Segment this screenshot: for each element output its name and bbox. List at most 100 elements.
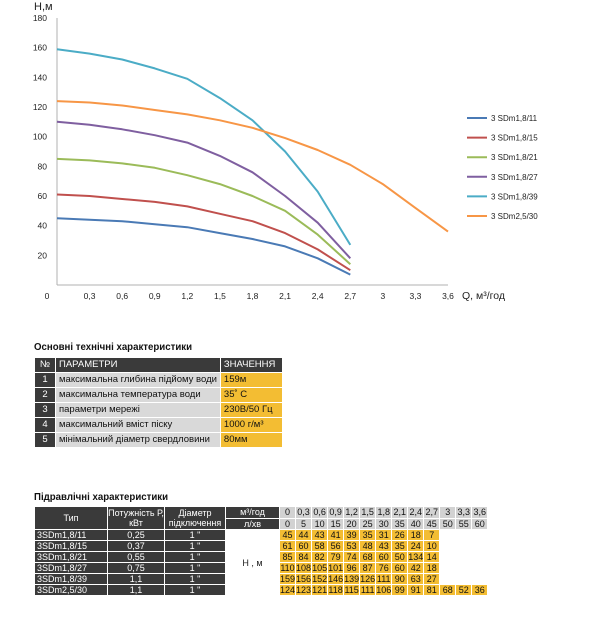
hyd-head-value: 74 (344, 552, 360, 562)
specs-row-param: максимальна глибина підйому води (56, 373, 220, 387)
hyd-row-type: 3SDm2,5/30 (35, 585, 107, 595)
hyd-row-type: 3SDm1,8/15 (35, 541, 107, 551)
hyd-head-value: 58 (312, 541, 328, 551)
hyd-data-row: 3SDm1,8/15 0,37 1 " 61 60 58 56 53 48 43 35 24 10 (35, 541, 488, 551)
hyd-head-value: 91 (408, 585, 424, 595)
hyd-head-value: 134 (408, 552, 424, 562)
hyd-head-value: 14 (424, 552, 440, 562)
hyd-l-value: 60 (472, 518, 488, 529)
hyd-head-value: 123 (296, 585, 312, 595)
series-line-3 (56, 120, 352, 259)
hyd-head-value: 82 (312, 552, 328, 562)
hyd-l-value: 10 (312, 518, 328, 529)
hyd-head-value: 56 (328, 541, 344, 551)
hyd-head-value: 52 (456, 585, 472, 595)
specs-table: № ПАРАМЕТРИ ЗНАЧЕННЯ 1 максимальна глибин… (34, 357, 283, 448)
hyd-head-value: 60 (376, 552, 392, 562)
hyd-row-power: 0,37 (108, 541, 164, 551)
hyd-data-row: 3SDm1,8/39 1,1 1 " 159 156 152 146 139 126 111 90 6… (35, 574, 488, 584)
specs-row-num: 3 (35, 403, 55, 417)
hyd-q-value: 3,3 (456, 507, 472, 518)
hyd-data-row: 3SDm1,8/27 0,75 1 " 110 108 105 101 96 87 76 60 42 1… (35, 563, 488, 573)
hyd-q-value: 1,2 (344, 507, 360, 518)
hyd-head-value: 152 (312, 574, 328, 584)
hyd-row-diameter: 1 " (165, 574, 225, 584)
hyd-q-value: 0 (280, 507, 296, 518)
specs-row-param: максимальна температура води (56, 388, 220, 402)
y-tick-label: 120 (33, 102, 47, 112)
hyd-head-value: 63 (408, 574, 424, 584)
y-tick-label: 160 (33, 43, 47, 53)
hyd-row-diameter: 1 " (165, 541, 225, 551)
hyd-q-value: 2,1 (392, 507, 408, 518)
hyd-head-value: 156 (296, 574, 312, 584)
specs-header-row: № ПАРАМЕТРИ ЗНАЧЕННЯ (35, 358, 282, 372)
y-tick-label: 100 (33, 132, 47, 142)
hyd-head-value: 68 (360, 552, 376, 562)
specs-row-value: 35˚ С (220, 388, 282, 402)
hyd-row-type: 3SDm1,8/11 (35, 530, 107, 540)
hyd-head-value: 43 (376, 541, 392, 551)
hyd-head-value: 18 (408, 530, 424, 540)
specs-row-value: 159м (220, 373, 282, 387)
hyd-l-value: 15 (328, 518, 344, 529)
hydraulics-table: Тип Потужність Р, кВт Діаметр підключення м… (34, 506, 488, 596)
hyd-l-value: 25 (360, 518, 376, 529)
specs-row-param: параметри мережі (56, 403, 220, 417)
specs-row: 3 параметри мережі 230В/50 Гц (35, 403, 282, 417)
y-axis-label: H,м (34, 1, 53, 13)
hyd-row-power: 0,75 (108, 563, 164, 573)
hyd-q-value: 0,3 (296, 507, 312, 518)
hyd-head-value: 45 (280, 530, 296, 540)
series-line-2 (56, 157, 351, 265)
legend-label-2: 3 SDm1,8/21 (491, 153, 538, 162)
hyd-empty-cell (472, 552, 488, 562)
x-tick-label: 3,3 (410, 291, 422, 301)
y-tick-label: 40 (38, 221, 48, 231)
hyd-head-value: 124 (280, 585, 296, 595)
hyd-head-value: 26 (392, 530, 408, 540)
hyd-head-value: 139 (344, 574, 360, 584)
specs-row: 4 максимальний вміст піску 1000 г/м³ (35, 418, 282, 432)
hyd-head-value: 60 (392, 563, 408, 573)
hyd-head-value: 84 (296, 552, 312, 562)
hyd-empty-cell (456, 552, 472, 562)
x-tick-label: 1,8 (247, 291, 259, 301)
hyd-head-value: 31 (376, 530, 392, 540)
hyd-head-value: 101 (328, 563, 344, 573)
hyd-l-value: 40 (408, 518, 424, 529)
hyd-head-value: 115 (344, 585, 360, 595)
hyd-row-type: 3SDm1,8/21 (35, 552, 107, 562)
y-tick-label: 60 (38, 191, 48, 201)
hyd-head-value: 53 (344, 541, 360, 551)
specs-title: Основні технічні характеристики (34, 341, 193, 353)
hyd-unit-h: Н , м (226, 530, 279, 595)
specs-row-num: 2 (35, 388, 55, 402)
hyd-data-row: 3SDm1,8/11 0,25 1 " Н , м 45 44 43 41 39 35 31 26 18… (35, 530, 488, 595)
hyd-head-value: 99 (392, 585, 408, 595)
hyd-head-value: 7 (424, 530, 440, 540)
specs-row-value: 230В/50 Гц (220, 403, 282, 417)
y-tick-label: 80 (38, 161, 48, 171)
y-tick-label: 180 (33, 13, 47, 23)
hyd-head-value: 106 (376, 585, 392, 595)
hyd-empty-cell (440, 574, 456, 584)
hyd-head-value: 48 (360, 541, 376, 551)
hyd-head-value: 68 (440, 585, 456, 595)
hyd-head-value: 10 (424, 541, 440, 551)
hyd-empty-cell (456, 574, 472, 584)
legend-label-1: 3 SDm1,8/15 (491, 134, 538, 143)
origin-label: 0 (45, 291, 50, 301)
hyd-l-value: 55 (456, 518, 472, 529)
hyd-head-value: 108 (296, 563, 312, 573)
hyd-head-value: 39 (344, 530, 360, 540)
hyd-head-value: 35 (392, 541, 408, 551)
hyd-empty-cell (456, 530, 472, 540)
hyd-row-power: 1,1 (108, 574, 164, 584)
hyd-row-power: 1,1 (108, 585, 164, 595)
x-axis-label: Q, м³/год (462, 290, 505, 302)
hyd-head-value: 18 (424, 563, 440, 573)
specs-row: 2 максимальна температура води 35˚ С (35, 388, 282, 402)
specs-row-param: максимальний вміст піску (56, 418, 220, 432)
hyd-l-value: 45 (424, 518, 440, 529)
